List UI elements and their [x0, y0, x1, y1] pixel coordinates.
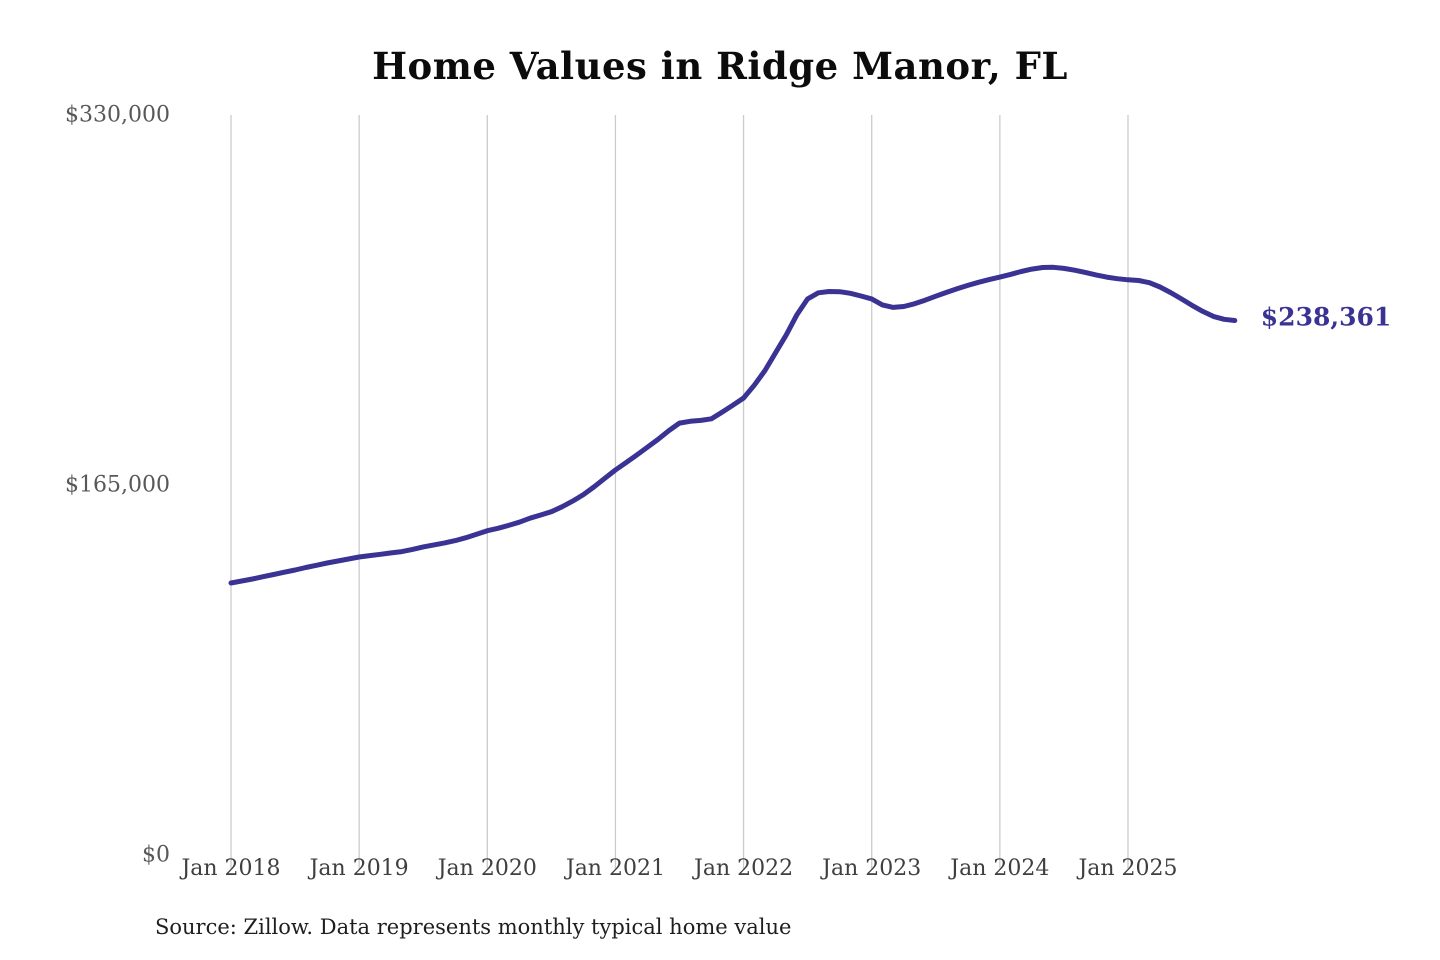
x-axis-tick-jan-2021: Jan 2021 [565, 856, 665, 881]
x-axis-tick-jan-2020: Jan 2020 [437, 856, 537, 881]
x-axis-tick-jan-2018: Jan 2018 [181, 856, 281, 881]
vertical-gridlines [230, 115, 1129, 870]
source-note: Source: Zillow. Data represents monthly … [155, 915, 792, 939]
y-axis-tick-0: $0 [142, 842, 170, 868]
y-axis-tick-330000: $330,000 [65, 102, 170, 128]
y-axis-tick-165000: $165,000 [65, 472, 170, 498]
x-axis-tick-jan-2025: Jan 2025 [1078, 856, 1178, 881]
x-axis-tick-jan-2024: Jan 2024 [950, 856, 1050, 881]
x-axis-tick-jan-2019: Jan 2019 [309, 856, 409, 881]
x-axis-tick-jan-2022: Jan 2022 [694, 856, 794, 881]
current-value-label: $238,361 [1260, 302, 1392, 332]
chart-title: Home Values in Ridge Manor, FL [372, 44, 1068, 88]
x-axis-tick-jan-2023: Jan 2023 [822, 856, 922, 881]
home-value-line [228, 264, 1238, 586]
